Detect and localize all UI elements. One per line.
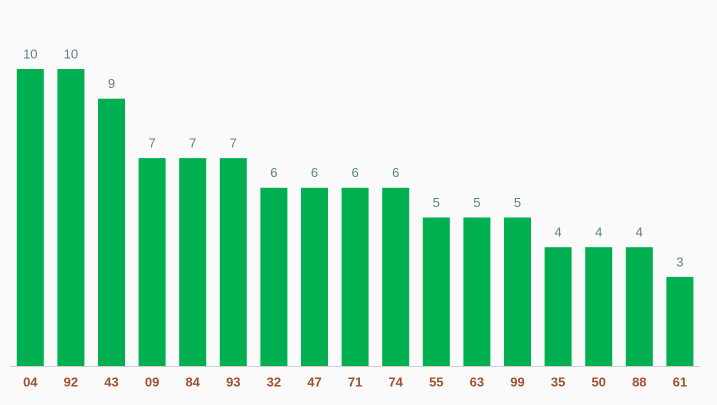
value-label: 7	[230, 136, 237, 151]
value-label: 6	[311, 165, 318, 180]
value-label: 10	[64, 46, 78, 61]
value-label: 6	[351, 165, 358, 180]
x-tick-label: 92	[64, 374, 78, 389]
bar	[504, 217, 531, 366]
bar	[301, 187, 328, 366]
bar	[179, 158, 207, 366]
x-tick-label: 09	[145, 374, 159, 389]
x-tick-label: 55	[429, 374, 443, 389]
value-label: 9	[108, 76, 115, 91]
value-label: 3	[676, 254, 683, 269]
x-tick-label: 93	[226, 374, 240, 389]
x-tick-label: 35	[551, 374, 565, 389]
bar	[98, 98, 125, 366]
value-label: 7	[189, 136, 196, 151]
value-label: 7	[148, 136, 155, 151]
bar	[422, 217, 450, 366]
value-label: 6	[392, 165, 399, 180]
bar	[625, 247, 653, 366]
value-label: 4	[595, 225, 602, 240]
x-tick-label: 50	[591, 374, 605, 389]
x-tick-label: 04	[23, 374, 38, 389]
bar	[544, 247, 572, 366]
x-tick-label: 63	[470, 374, 484, 389]
value-label: 5	[473, 195, 480, 210]
value-label: 6	[270, 165, 277, 180]
bar	[463, 217, 491, 366]
bar	[57, 69, 85, 366]
x-tick-label: 47	[307, 374, 321, 389]
value-label: 10	[23, 46, 37, 61]
x-tick-label: 74	[388, 374, 403, 389]
x-tick-label: 99	[510, 374, 524, 389]
x-tick-label: 61	[673, 374, 687, 389]
value-label: 4	[636, 225, 643, 240]
x-tick-label: 43	[104, 374, 118, 389]
bar	[260, 187, 288, 366]
value-label: 5	[514, 195, 521, 210]
bar	[341, 187, 369, 366]
x-tick-label: 84	[185, 374, 200, 389]
bar	[138, 158, 166, 366]
x-tick-label: 88	[632, 374, 646, 389]
bar	[16, 69, 44, 366]
x-tick-label: 32	[267, 374, 281, 389]
value-label: 5	[433, 195, 440, 210]
bar	[219, 158, 247, 366]
bar	[382, 187, 410, 366]
bar	[666, 276, 694, 366]
x-tick-label: 71	[348, 374, 362, 389]
bar	[585, 247, 613, 366]
value-label: 4	[554, 225, 561, 240]
